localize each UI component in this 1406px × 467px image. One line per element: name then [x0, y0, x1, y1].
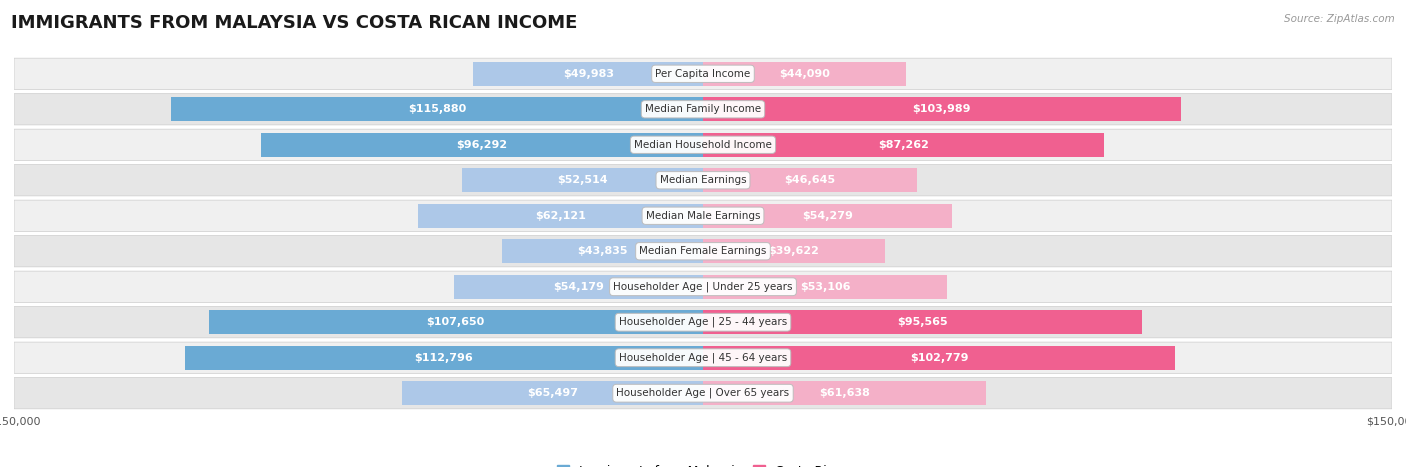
Text: Per Capita Income: Per Capita Income [655, 69, 751, 79]
Text: $107,650: $107,650 [426, 317, 485, 327]
Bar [170, 97, 703, 121]
Text: $54,279: $54,279 [803, 211, 853, 221]
Bar [703, 239, 884, 263]
Text: $53,106: $53,106 [800, 282, 851, 292]
Bar [703, 62, 905, 86]
Text: $115,880: $115,880 [408, 104, 465, 114]
FancyBboxPatch shape [14, 342, 1392, 373]
Text: Householder Age | Over 65 years: Householder Age | Over 65 years [616, 388, 790, 398]
Bar [208, 310, 703, 334]
Text: $96,292: $96,292 [457, 140, 508, 150]
Text: Householder Age | Under 25 years: Householder Age | Under 25 years [613, 282, 793, 292]
Text: $46,645: $46,645 [785, 175, 835, 185]
Bar [703, 381, 986, 405]
FancyBboxPatch shape [14, 200, 1392, 231]
Text: Source: ZipAtlas.com: Source: ZipAtlas.com [1284, 14, 1395, 24]
Text: IMMIGRANTS FROM MALAYSIA VS COSTA RICAN INCOME: IMMIGRANTS FROM MALAYSIA VS COSTA RICAN … [11, 14, 578, 32]
Bar [418, 204, 703, 228]
Bar [502, 239, 703, 263]
Text: $65,497: $65,497 [527, 388, 578, 398]
FancyBboxPatch shape [14, 94, 1392, 125]
Text: $103,989: $103,989 [912, 104, 972, 114]
Text: $44,090: $44,090 [779, 69, 830, 79]
Bar [260, 133, 703, 157]
Bar [402, 381, 703, 405]
Text: Median Male Earnings: Median Male Earnings [645, 211, 761, 221]
Bar [703, 97, 1181, 121]
FancyBboxPatch shape [14, 307, 1392, 338]
Text: $39,622: $39,622 [769, 246, 820, 256]
Text: $54,179: $54,179 [553, 282, 605, 292]
FancyBboxPatch shape [14, 271, 1392, 302]
Bar [474, 62, 703, 86]
Text: $61,638: $61,638 [820, 388, 870, 398]
Bar [461, 168, 703, 192]
Text: $112,796: $112,796 [415, 353, 474, 363]
Bar [703, 204, 952, 228]
Bar [186, 346, 703, 370]
FancyBboxPatch shape [14, 165, 1392, 196]
Bar [454, 275, 703, 299]
FancyBboxPatch shape [14, 58, 1392, 89]
Bar [703, 168, 917, 192]
Text: $43,835: $43,835 [576, 246, 627, 256]
Text: Median Family Income: Median Family Income [645, 104, 761, 114]
Text: $49,983: $49,983 [562, 69, 613, 79]
Text: Householder Age | 25 - 44 years: Householder Age | 25 - 44 years [619, 317, 787, 327]
Text: $95,565: $95,565 [897, 317, 948, 327]
Text: $62,121: $62,121 [534, 211, 586, 221]
Bar [703, 310, 1142, 334]
Text: $52,514: $52,514 [557, 175, 607, 185]
FancyBboxPatch shape [14, 378, 1392, 409]
Text: $102,779: $102,779 [910, 353, 969, 363]
Bar [703, 275, 946, 299]
Text: Median Household Income: Median Household Income [634, 140, 772, 150]
FancyBboxPatch shape [14, 129, 1392, 160]
Text: $87,262: $87,262 [877, 140, 929, 150]
FancyBboxPatch shape [14, 236, 1392, 267]
Text: Householder Age | 45 - 64 years: Householder Age | 45 - 64 years [619, 353, 787, 363]
Legend: Immigrants from Malaysia, Costa Rican: Immigrants from Malaysia, Costa Rican [551, 460, 855, 467]
Text: Median Female Earnings: Median Female Earnings [640, 246, 766, 256]
Bar [703, 133, 1104, 157]
Text: Median Earnings: Median Earnings [659, 175, 747, 185]
Bar [703, 346, 1175, 370]
